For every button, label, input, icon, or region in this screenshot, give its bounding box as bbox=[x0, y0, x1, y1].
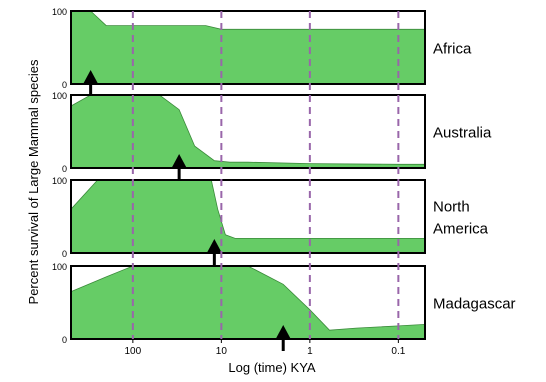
survival-area-madagascar bbox=[70, 265, 426, 340]
grid-layer bbox=[131, 11, 400, 339]
y-tick-label: 0 bbox=[62, 80, 67, 90]
region-label-madagascar: Madagascar bbox=[433, 296, 516, 313]
panel-frame bbox=[70, 10, 426, 85]
y-tick-label: 100 bbox=[52, 262, 67, 272]
survival-area-north-america bbox=[70, 179, 426, 254]
panel-africa: 100 0 Africa bbox=[52, 7, 472, 96]
human-arrival-arrow-africa bbox=[83, 70, 98, 96]
region-label-australia: Australia bbox=[433, 125, 492, 142]
panel-north-america: 100 0 North America bbox=[52, 176, 489, 265]
panel-frame bbox=[70, 94, 426, 169]
x-tick-label: 1 bbox=[307, 346, 313, 357]
panel-madagascar: 100 0 Madagascar bbox=[52, 262, 516, 351]
human-arrival-arrow-madagascar bbox=[276, 325, 291, 351]
y-tick-label: 100 bbox=[52, 91, 67, 101]
panel-frame bbox=[70, 265, 426, 340]
y-axis-title: Percent survival of Large Mammal species bbox=[26, 59, 41, 304]
y-tick-label: 0 bbox=[62, 164, 67, 174]
survival-area-africa bbox=[70, 10, 426, 85]
region-label-north-america: North America bbox=[433, 199, 489, 238]
x-axis: 100 10 1 0.1 bbox=[125, 339, 406, 357]
x-tick-label: 0.1 bbox=[391, 346, 405, 357]
survival-area-australia bbox=[70, 94, 426, 169]
x-axis-title: Log (time) KYA bbox=[228, 360, 316, 375]
y-tick-label: 100 bbox=[52, 7, 67, 17]
panel-frame bbox=[70, 179, 426, 254]
x-tick-label: 100 bbox=[125, 346, 142, 357]
human-arrival-arrow-australia bbox=[172, 154, 187, 180]
region-label-africa: Africa bbox=[433, 41, 472, 58]
x-tick-label: 10 bbox=[216, 346, 228, 357]
human-arrival-arrow-north-america bbox=[207, 239, 222, 265]
y-tick-label: 0 bbox=[62, 249, 67, 259]
y-tick-label: 100 bbox=[52, 176, 67, 186]
y-tick-label: 0 bbox=[62, 335, 67, 345]
panel-australia: 100 0 Australia bbox=[52, 91, 492, 180]
